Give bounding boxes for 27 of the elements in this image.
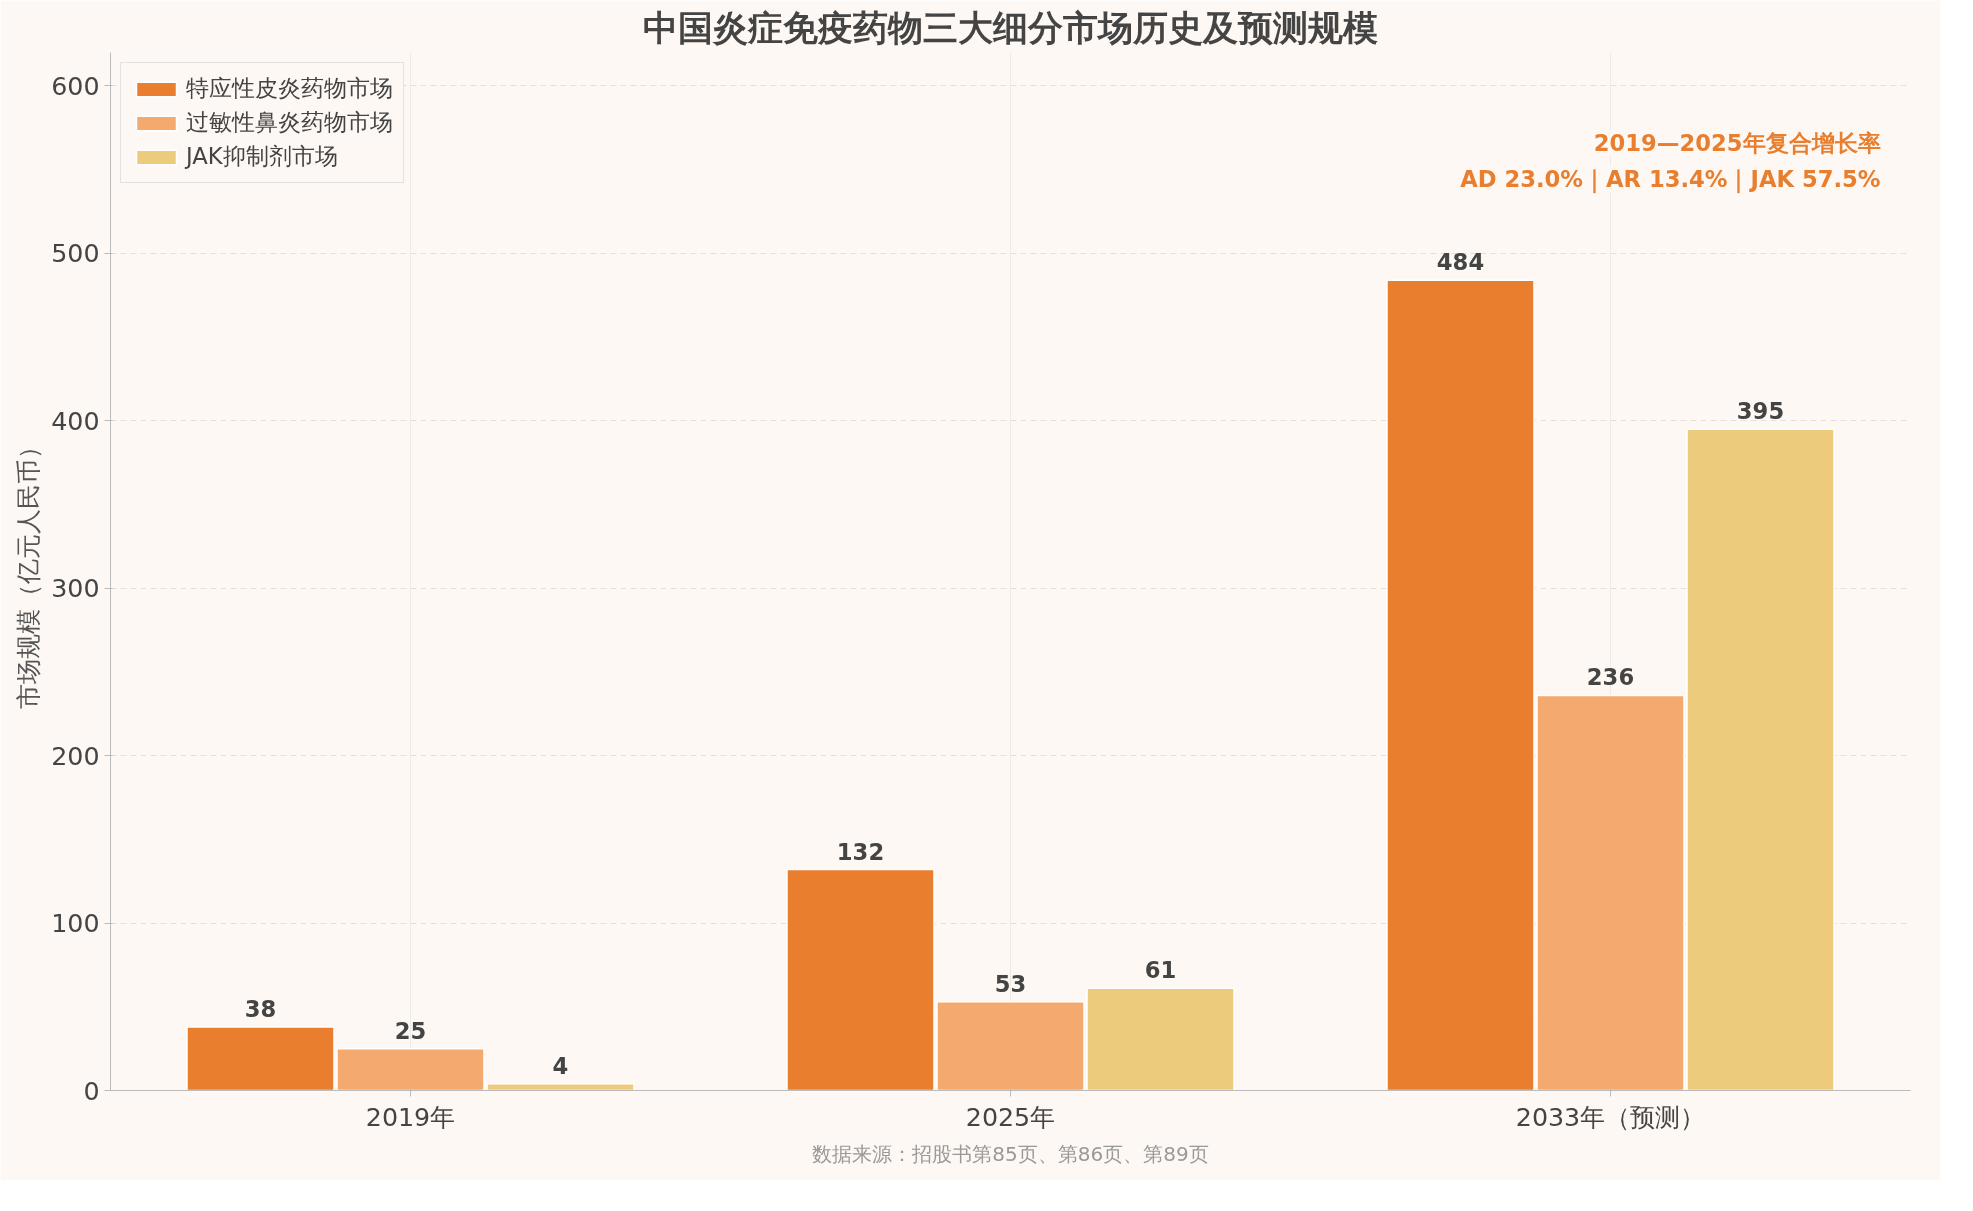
legend-label: 特应性皮炎药物市场 [186,74,393,103]
chart-title: 中国炎症免疫药物三大细分市场历史及预测规模 [643,7,1378,48]
data-label: 484 [1436,249,1485,276]
data-label: 61 [1144,957,1177,984]
y-tick-label: 500 [51,238,100,269]
legend-label: 过敏性鼻炎药物市场 [186,108,393,137]
y-tick-label: 0 [83,1075,100,1106]
y-tick-label: 300 [51,573,100,604]
y-tick-label: 400 [51,405,100,436]
annotation: 2019—2025年复合增长率 [1593,130,1881,157]
data-label: 236 [1586,664,1635,691]
x-tick-label: 2019年 [365,1101,456,1132]
y-tick-label: 600 [51,70,100,101]
data-label: 4 [552,1052,569,1079]
data-label: 25 [394,1017,427,1044]
y-axis-title: 市场规模（亿元人民币） [13,434,44,709]
data-label: 38 [244,995,277,1022]
legend-label: JAK抑制剂市场 [186,142,338,171]
annotation: AD 23.0%｜AR 13.4%｜JAK 57.5% [1460,166,1881,195]
data-label: 132 [836,838,885,865]
y-tick-label: 100 [51,908,100,939]
y-tick-label: 200 [51,740,100,771]
data-label: 53 [994,970,1027,997]
data-label: 395 [1736,398,1785,425]
x-tick-label: 2025年 [965,1101,1056,1132]
x-tick-label: 2033年（预测） [1515,1101,1706,1132]
source-note: 数据来源：招股书第85页、第86页、第89页 [812,1141,1209,1166]
